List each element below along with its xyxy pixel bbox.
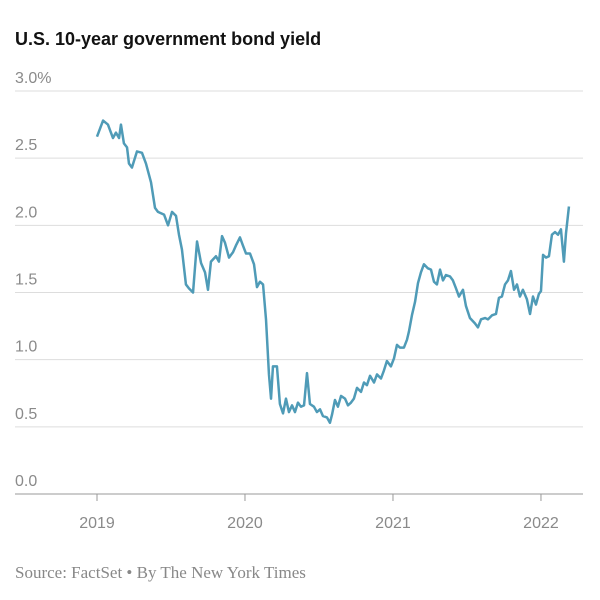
yield-line [95, 119, 571, 425]
y-tick-label: 3.0% [15, 70, 51, 87]
y-tick-label: 0.5 [15, 406, 37, 423]
x-tick-label: 2021 [375, 515, 411, 532]
y-tick-label: 2.0 [15, 204, 37, 221]
x-tick-label: 2022 [523, 515, 559, 532]
x-tick-label: 2019 [79, 515, 115, 532]
y-tick-label: 0.0 [15, 473, 37, 490]
source-note: Source: FactSet • By The New York Times [15, 563, 306, 582]
chart-title: U.S. 10-year government bond yield [15, 29, 321, 49]
y-tick-label: 2.5 [15, 137, 37, 154]
x-tick-label: 2020 [227, 515, 263, 532]
y-tick-label: 1.5 [15, 272, 37, 289]
y-tick-label: 1.0 [15, 339, 37, 356]
